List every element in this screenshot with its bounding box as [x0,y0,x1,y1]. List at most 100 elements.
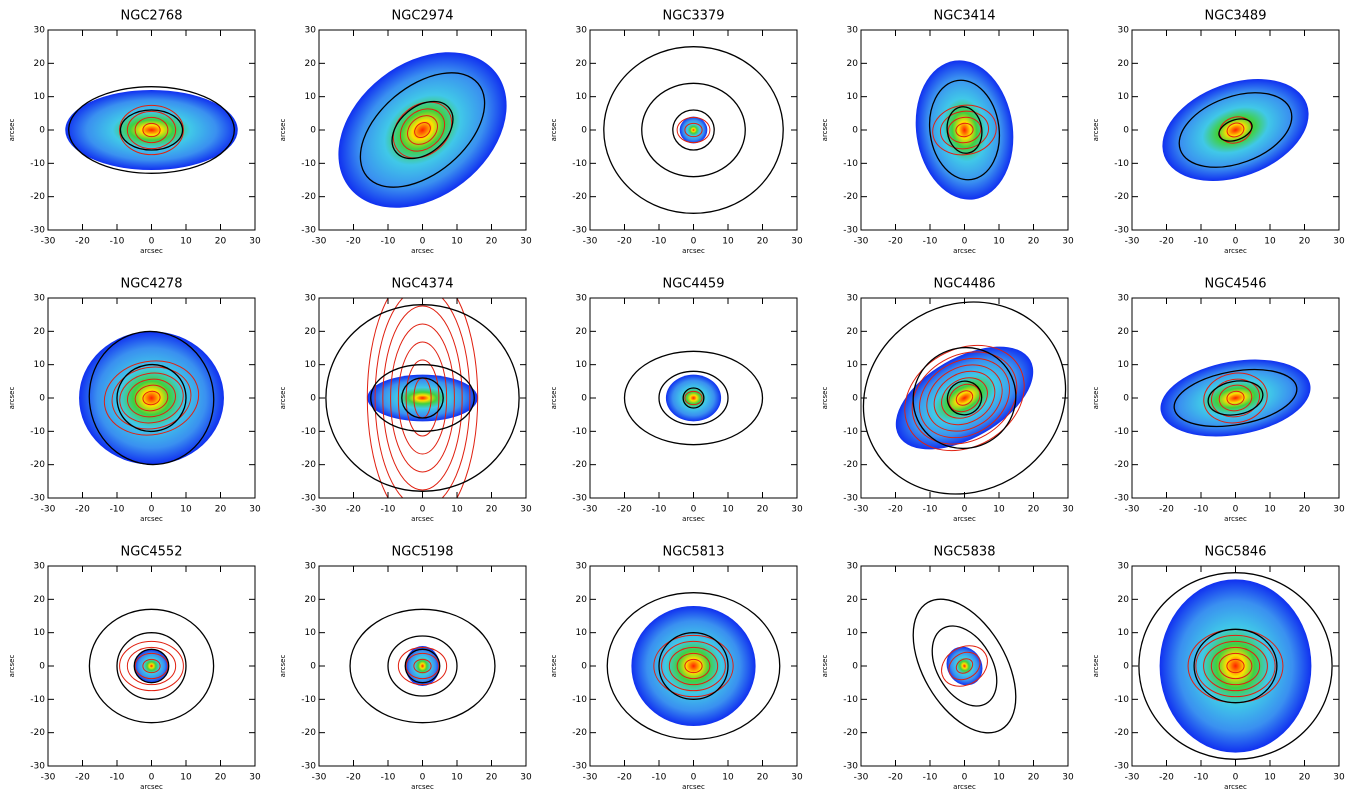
x-tick-label: -30 [1125,773,1140,783]
y-tick-label: 10 [1118,360,1130,370]
y-tick-label: -30 [301,226,316,236]
panel-title: NGC3489 [1205,9,1267,24]
x-axis-label: arcsec [1224,247,1247,255]
red-contour [684,658,703,674]
y-axis-label: arcsec [8,119,16,142]
red-contour [955,390,974,406]
y-tick-label: 20 [576,59,588,69]
y-tick-label: -20 [572,728,587,738]
red-contour [947,116,982,144]
x-tick-label: 0 [962,505,968,515]
y-axis-label: arcsec [821,387,829,410]
y-tick-label: 20 [34,59,46,69]
panel: NGC2768 -30 -20 -10 0 10 20 30 -30 -20 -10 0 10 20 30 a… [8,9,261,256]
panel: NGC5813 -30 -20 -10 0 10 20 30 -30 -20 -10 0 10 20 30 a… [550,545,803,792]
x-tick-label: -10 [923,773,938,783]
y-tick-label: 20 [1118,327,1130,337]
y-tick-label: 0 [310,662,316,672]
y-tick-label: 0 [39,662,45,672]
red-contour [414,121,431,139]
y-tick-label: 30 [1118,294,1130,304]
panel-title: NGC5813 [663,545,725,560]
x-tick-label: -20 [75,237,90,247]
x-tick-label: 0 [420,505,426,515]
y-tick-label: -30 [30,226,45,236]
black-contour [119,109,184,151]
red-contour [1210,378,1261,418]
panel-title: NGC3414 [934,9,996,24]
x-tick-label: 0 [1233,773,1239,783]
panel: NGC4374 -30 -20 -10 0 10 20 30 -30 -20 -10 0 10 20 30 a… [279,277,532,524]
y-tick-label: -30 [572,762,587,772]
map-image [325,298,520,498]
x-tick-label: 0 [962,237,968,247]
y-tick-label: -20 [30,728,45,738]
y-tick-label: -30 [1114,762,1129,772]
y-tick-label: 20 [576,327,588,337]
black-contour [133,648,170,684]
y-tick-label: 0 [852,394,858,404]
red-contour [676,116,711,144]
x-tick-label: 20 [1299,505,1311,515]
x-tick-label: 30 [1062,773,1074,783]
x-tick-label: -10 [1194,505,1209,515]
y-tick-label: -10 [301,427,316,437]
x-tick-label: -30 [1125,505,1140,515]
y-tick-label: -10 [572,695,587,705]
y-tick-label: -20 [301,192,316,202]
black-contour [404,648,441,684]
x-tick-label: -30 [312,237,327,247]
x-axis-label: arcsec [140,247,163,255]
panel-title: NGC2768 [121,9,183,24]
y-tick-label: 10 [1118,628,1130,638]
x-tick-label: 10 [722,237,734,247]
x-tick-label: 20 [1299,773,1311,783]
y-tick-label: 30 [305,26,317,36]
y-tick-label: -30 [30,494,45,504]
y-tick-label: 0 [1123,394,1129,404]
y-tick-label: -10 [572,159,587,169]
y-tick-label: -30 [572,494,587,504]
x-axis-label: arcsec [1224,515,1247,523]
red-contour [142,122,161,138]
x-tick-label: 0 [149,773,155,783]
black-contour [606,592,781,740]
y-tick-label: -10 [1114,159,1129,169]
map-image [1138,572,1333,760]
red-contour [941,377,988,419]
x-tick-label: 20 [757,505,769,515]
y-tick-label: -30 [30,762,45,772]
x-tick-label: 0 [420,773,426,783]
black-contour [88,608,215,724]
y-tick-label: 30 [576,294,588,304]
x-tick-label: 0 [1233,237,1239,247]
y-tick-label: -20 [301,728,316,738]
y-tick-label: 10 [34,360,46,370]
y-axis-label: arcsec [1092,655,1100,678]
red-contour [1219,116,1252,144]
x-tick-label: 10 [722,773,734,783]
red-contour [126,646,177,686]
red-contour [661,640,726,692]
red-contour [1203,372,1268,424]
x-tick-label: 20 [215,237,227,247]
y-tick-label: 0 [39,394,45,404]
black-contour [391,100,454,160]
x-tick-label: 20 [215,505,227,515]
x-tick-label: 10 [451,505,463,515]
x-tick-label: 0 [149,237,155,247]
red-contour [119,372,184,424]
x-axis-label: arcsec [140,783,163,791]
y-tick-label: -20 [1114,460,1129,470]
x-tick-label: 10 [180,237,192,247]
black-contour [928,79,1001,181]
black-contour [325,304,520,492]
x-tick-label: -10 [652,505,667,515]
black-contour [641,82,746,178]
red-contour [1226,122,1245,138]
y-tick-label: 20 [1118,595,1130,605]
galaxy-map [1162,79,1309,181]
x-tick-label: -10 [1194,237,1209,247]
x-axis-label: arcsec [140,515,163,523]
red-contour [1218,384,1253,412]
